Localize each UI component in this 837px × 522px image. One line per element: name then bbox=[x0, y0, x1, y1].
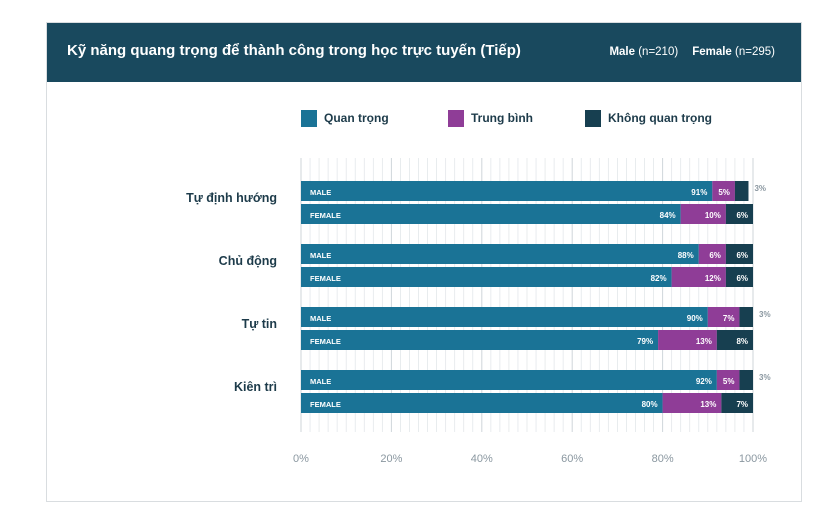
data-label: 82% bbox=[651, 274, 667, 283]
female-label: Female bbox=[692, 46, 732, 58]
bar-segment bbox=[301, 244, 699, 264]
bar-segment bbox=[725, 267, 753, 287]
category-label: Tự định hướng bbox=[186, 191, 277, 205]
chart-title: Kỹ năng quang trọng để thành công trong … bbox=[67, 42, 521, 59]
legend-swatch bbox=[585, 110, 601, 127]
data-label: 8% bbox=[736, 337, 748, 346]
female-n: (n=295) bbox=[735, 46, 775, 58]
data-label: 3% bbox=[759, 373, 771, 382]
data-label: 6% bbox=[736, 211, 748, 220]
data-label: 84% bbox=[660, 211, 676, 220]
bar-segment bbox=[707, 307, 740, 327]
data-label: 10% bbox=[705, 211, 721, 220]
data-label: 92% bbox=[696, 377, 712, 386]
bar-series-label: MALE bbox=[310, 188, 331, 197]
bar-segment bbox=[716, 330, 753, 350]
bar-series-label: MALE bbox=[310, 251, 331, 260]
x-tick-label: 40% bbox=[471, 453, 493, 465]
bar-segment bbox=[671, 267, 726, 287]
legend-label: Không quan trọng bbox=[608, 111, 712, 125]
data-label: 13% bbox=[700, 400, 716, 409]
bar-segment bbox=[662, 393, 722, 413]
data-label: 13% bbox=[696, 337, 712, 346]
bar-segment bbox=[698, 244, 726, 264]
x-tick-label: 20% bbox=[380, 453, 402, 465]
category-label: Tự tin bbox=[242, 317, 277, 331]
data-label: 3% bbox=[754, 184, 766, 193]
bar-segment bbox=[716, 370, 740, 390]
legend-label: Quan trọng bbox=[324, 111, 389, 125]
category-label: Kiên trì bbox=[234, 380, 277, 394]
bar-segment bbox=[739, 307, 753, 327]
data-label: 12% bbox=[705, 274, 721, 283]
data-label: 7% bbox=[723, 314, 735, 323]
data-label: 79% bbox=[637, 337, 653, 346]
data-label: 90% bbox=[687, 314, 703, 323]
bar-segment bbox=[301, 393, 663, 413]
bar-segment bbox=[658, 330, 717, 350]
data-label: 6% bbox=[709, 251, 721, 260]
data-label: 6% bbox=[736, 274, 748, 283]
data-label: 91% bbox=[691, 188, 707, 197]
male-label: Male bbox=[609, 46, 636, 58]
x-tick-label: 80% bbox=[652, 453, 674, 465]
bar-segment bbox=[725, 204, 753, 224]
bar-segment bbox=[734, 181, 749, 201]
data-label: 3% bbox=[759, 310, 771, 319]
sample-size-legend: Male (n=210) Female (n=295) bbox=[609, 46, 775, 58]
bar-segment bbox=[721, 393, 753, 413]
data-label: 6% bbox=[736, 251, 748, 260]
data-label: 5% bbox=[723, 377, 735, 386]
male-n: (n=210) bbox=[638, 46, 679, 58]
legend-label: Trung bình bbox=[471, 111, 533, 125]
bar-segment bbox=[301, 204, 681, 224]
chart-header: Kỹ năng quang trọng để thành công trong … bbox=[47, 23, 801, 82]
x-tick-label: 60% bbox=[561, 453, 583, 465]
bar-series-label: FEMALE bbox=[310, 211, 341, 220]
data-label: 7% bbox=[736, 400, 748, 409]
bar-segment bbox=[712, 181, 735, 201]
x-tick-label: 100% bbox=[739, 453, 767, 465]
bar-series-label: MALE bbox=[310, 377, 331, 386]
bar-segment bbox=[739, 370, 753, 390]
bar-segment bbox=[301, 330, 659, 350]
bar-segment bbox=[725, 244, 753, 264]
category-label: Chủ động bbox=[219, 254, 277, 268]
data-label: 5% bbox=[718, 188, 730, 197]
data-label: 80% bbox=[642, 400, 658, 409]
x-tick-label: 0% bbox=[293, 453, 309, 465]
bar-segment bbox=[301, 370, 717, 390]
bar-series-label: FEMALE bbox=[310, 274, 341, 283]
bar-series-label: MALE bbox=[310, 314, 331, 323]
bar-segment bbox=[680, 204, 726, 224]
bar-segment bbox=[301, 267, 672, 287]
data-label: 88% bbox=[678, 251, 694, 260]
bar-segment bbox=[301, 307, 708, 327]
bar-segment bbox=[301, 181, 713, 201]
legend-swatch bbox=[301, 110, 317, 127]
legend-swatch bbox=[448, 110, 464, 127]
bar-series-label: FEMALE bbox=[310, 337, 341, 346]
bar-series-label: FEMALE bbox=[310, 400, 341, 409]
